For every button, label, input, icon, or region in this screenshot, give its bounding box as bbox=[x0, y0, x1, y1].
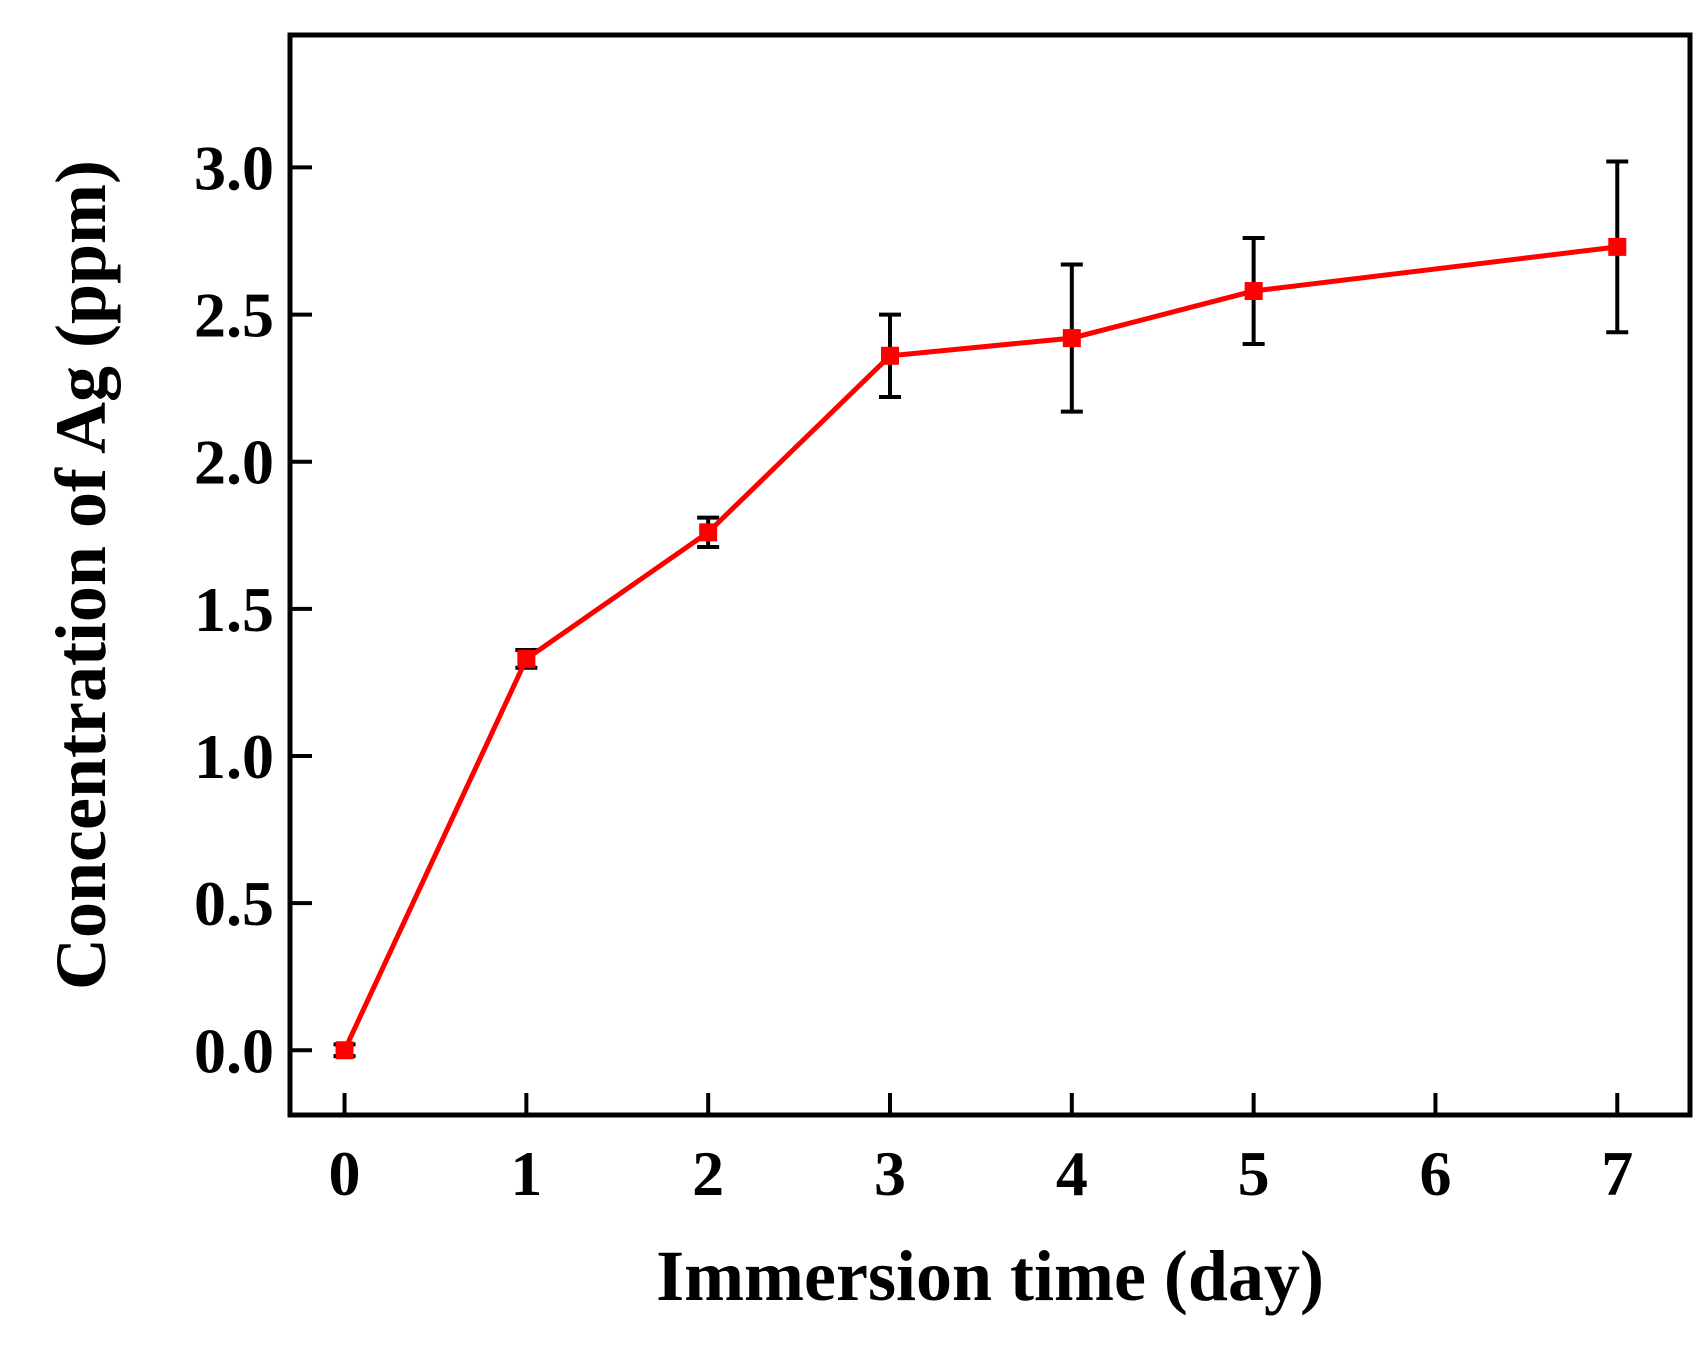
y-tick-label: 2.0 bbox=[194, 427, 274, 498]
x-tick-label: 2 bbox=[692, 1138, 724, 1209]
y-tick-label: 1.5 bbox=[194, 574, 274, 645]
y-tick-label: 1.0 bbox=[194, 721, 274, 792]
x-tick-label: 3 bbox=[874, 1138, 906, 1209]
x-tick-label: 4 bbox=[1056, 1138, 1088, 1209]
y-tick-label: 0.5 bbox=[194, 868, 274, 939]
data-point bbox=[1244, 282, 1263, 301]
data-point bbox=[1608, 237, 1627, 256]
plot-frame bbox=[287, 32, 1693, 1118]
data-point bbox=[335, 1041, 354, 1060]
error-bars bbox=[333, 159, 1629, 1059]
x-axis-title: Immersion time (day) bbox=[656, 1236, 1324, 1316]
y-tick-label: 0.0 bbox=[194, 1015, 274, 1086]
y-axis-ticks: 0.0 0.5 1.0 1.5 2.0 2.5 3.0 bbox=[194, 132, 312, 1086]
data-point bbox=[699, 523, 718, 542]
x-tick-label: 7 bbox=[1601, 1138, 1633, 1209]
y-tick-label: 3.0 bbox=[194, 132, 274, 203]
y-axis-title: Concentration of Ag (ppm) bbox=[41, 160, 121, 990]
y-tick-label: 2.5 bbox=[194, 280, 274, 351]
data-point bbox=[517, 649, 536, 668]
data-markers bbox=[335, 237, 1627, 1060]
x-tick-label: 5 bbox=[1238, 1138, 1270, 1209]
x-axis-ticks: 0 1 2 3 4 5 6 7 bbox=[329, 1093, 1633, 1209]
data-point bbox=[1062, 329, 1081, 348]
x-tick-label: 0 bbox=[329, 1138, 361, 1209]
x-tick-label: 1 bbox=[510, 1138, 542, 1209]
data-point bbox=[881, 346, 899, 365]
x-tick-label: 6 bbox=[1419, 1138, 1451, 1209]
